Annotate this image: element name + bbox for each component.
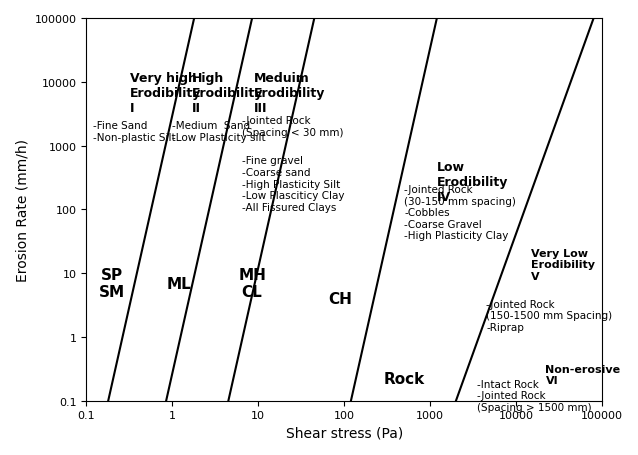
Text: -Fine Sand
-Non-plastic Silt: -Fine Sand -Non-plastic Silt: [93, 121, 175, 142]
Text: Non-erosive
VI: Non-erosive VI: [545, 364, 621, 385]
Text: CH: CH: [329, 291, 352, 306]
Text: -Jointed Rock
(30-150 mm spacing)
-Cobbles
-Coarse Gravel
-High Plasticity Clay: -Jointed Rock (30-150 mm spacing) -Cobbl…: [404, 185, 516, 241]
Text: -Intact Rock
-Jointed Rock
(Spacing > 1500 mm): -Intact Rock -Jointed Rock (Spacing > 15…: [477, 379, 591, 412]
Text: -Jointed Rock
(150-1500 mm Spacing)
-Riprap: -Jointed Rock (150-1500 mm Spacing) -Rip…: [486, 299, 612, 332]
Text: ML: ML: [167, 276, 191, 291]
Text: -Medium  Sand
-Low Plasticity silt: -Medium Sand -Low Plasticity silt: [172, 121, 266, 142]
X-axis label: Shear stress (Pa): Shear stress (Pa): [286, 426, 403, 440]
Text: Rock: Rock: [383, 372, 425, 387]
Text: Very Low
Erodibility
V: Very Low Erodibility V: [531, 248, 595, 281]
Text: Very high
Erodibility
I: Very high Erodibility I: [130, 71, 201, 114]
Text: High
Erodibility
II: High Erodibility II: [192, 71, 263, 114]
Text: -Jointed Rock
(Spacing < 30 mm): -Jointed Rock (Spacing < 30 mm): [242, 116, 344, 137]
Y-axis label: Erosion Rate (mm/h): Erosion Rate (mm/h): [15, 139, 29, 281]
Text: SP
SM: SP SM: [99, 267, 125, 299]
Text: MH
CL: MH CL: [238, 267, 266, 299]
Text: -Fine gravel
-Coarse sand
-High Plasticity Silt
-Low Plasciticy Clay
-All Fissur: -Fine gravel -Coarse sand -High Plastici…: [242, 156, 345, 212]
Text: Meduim
Erodibility
III: Meduim Erodibility III: [255, 71, 325, 114]
Text: Low
Erodibility
IV: Low Erodibility IV: [437, 160, 508, 203]
